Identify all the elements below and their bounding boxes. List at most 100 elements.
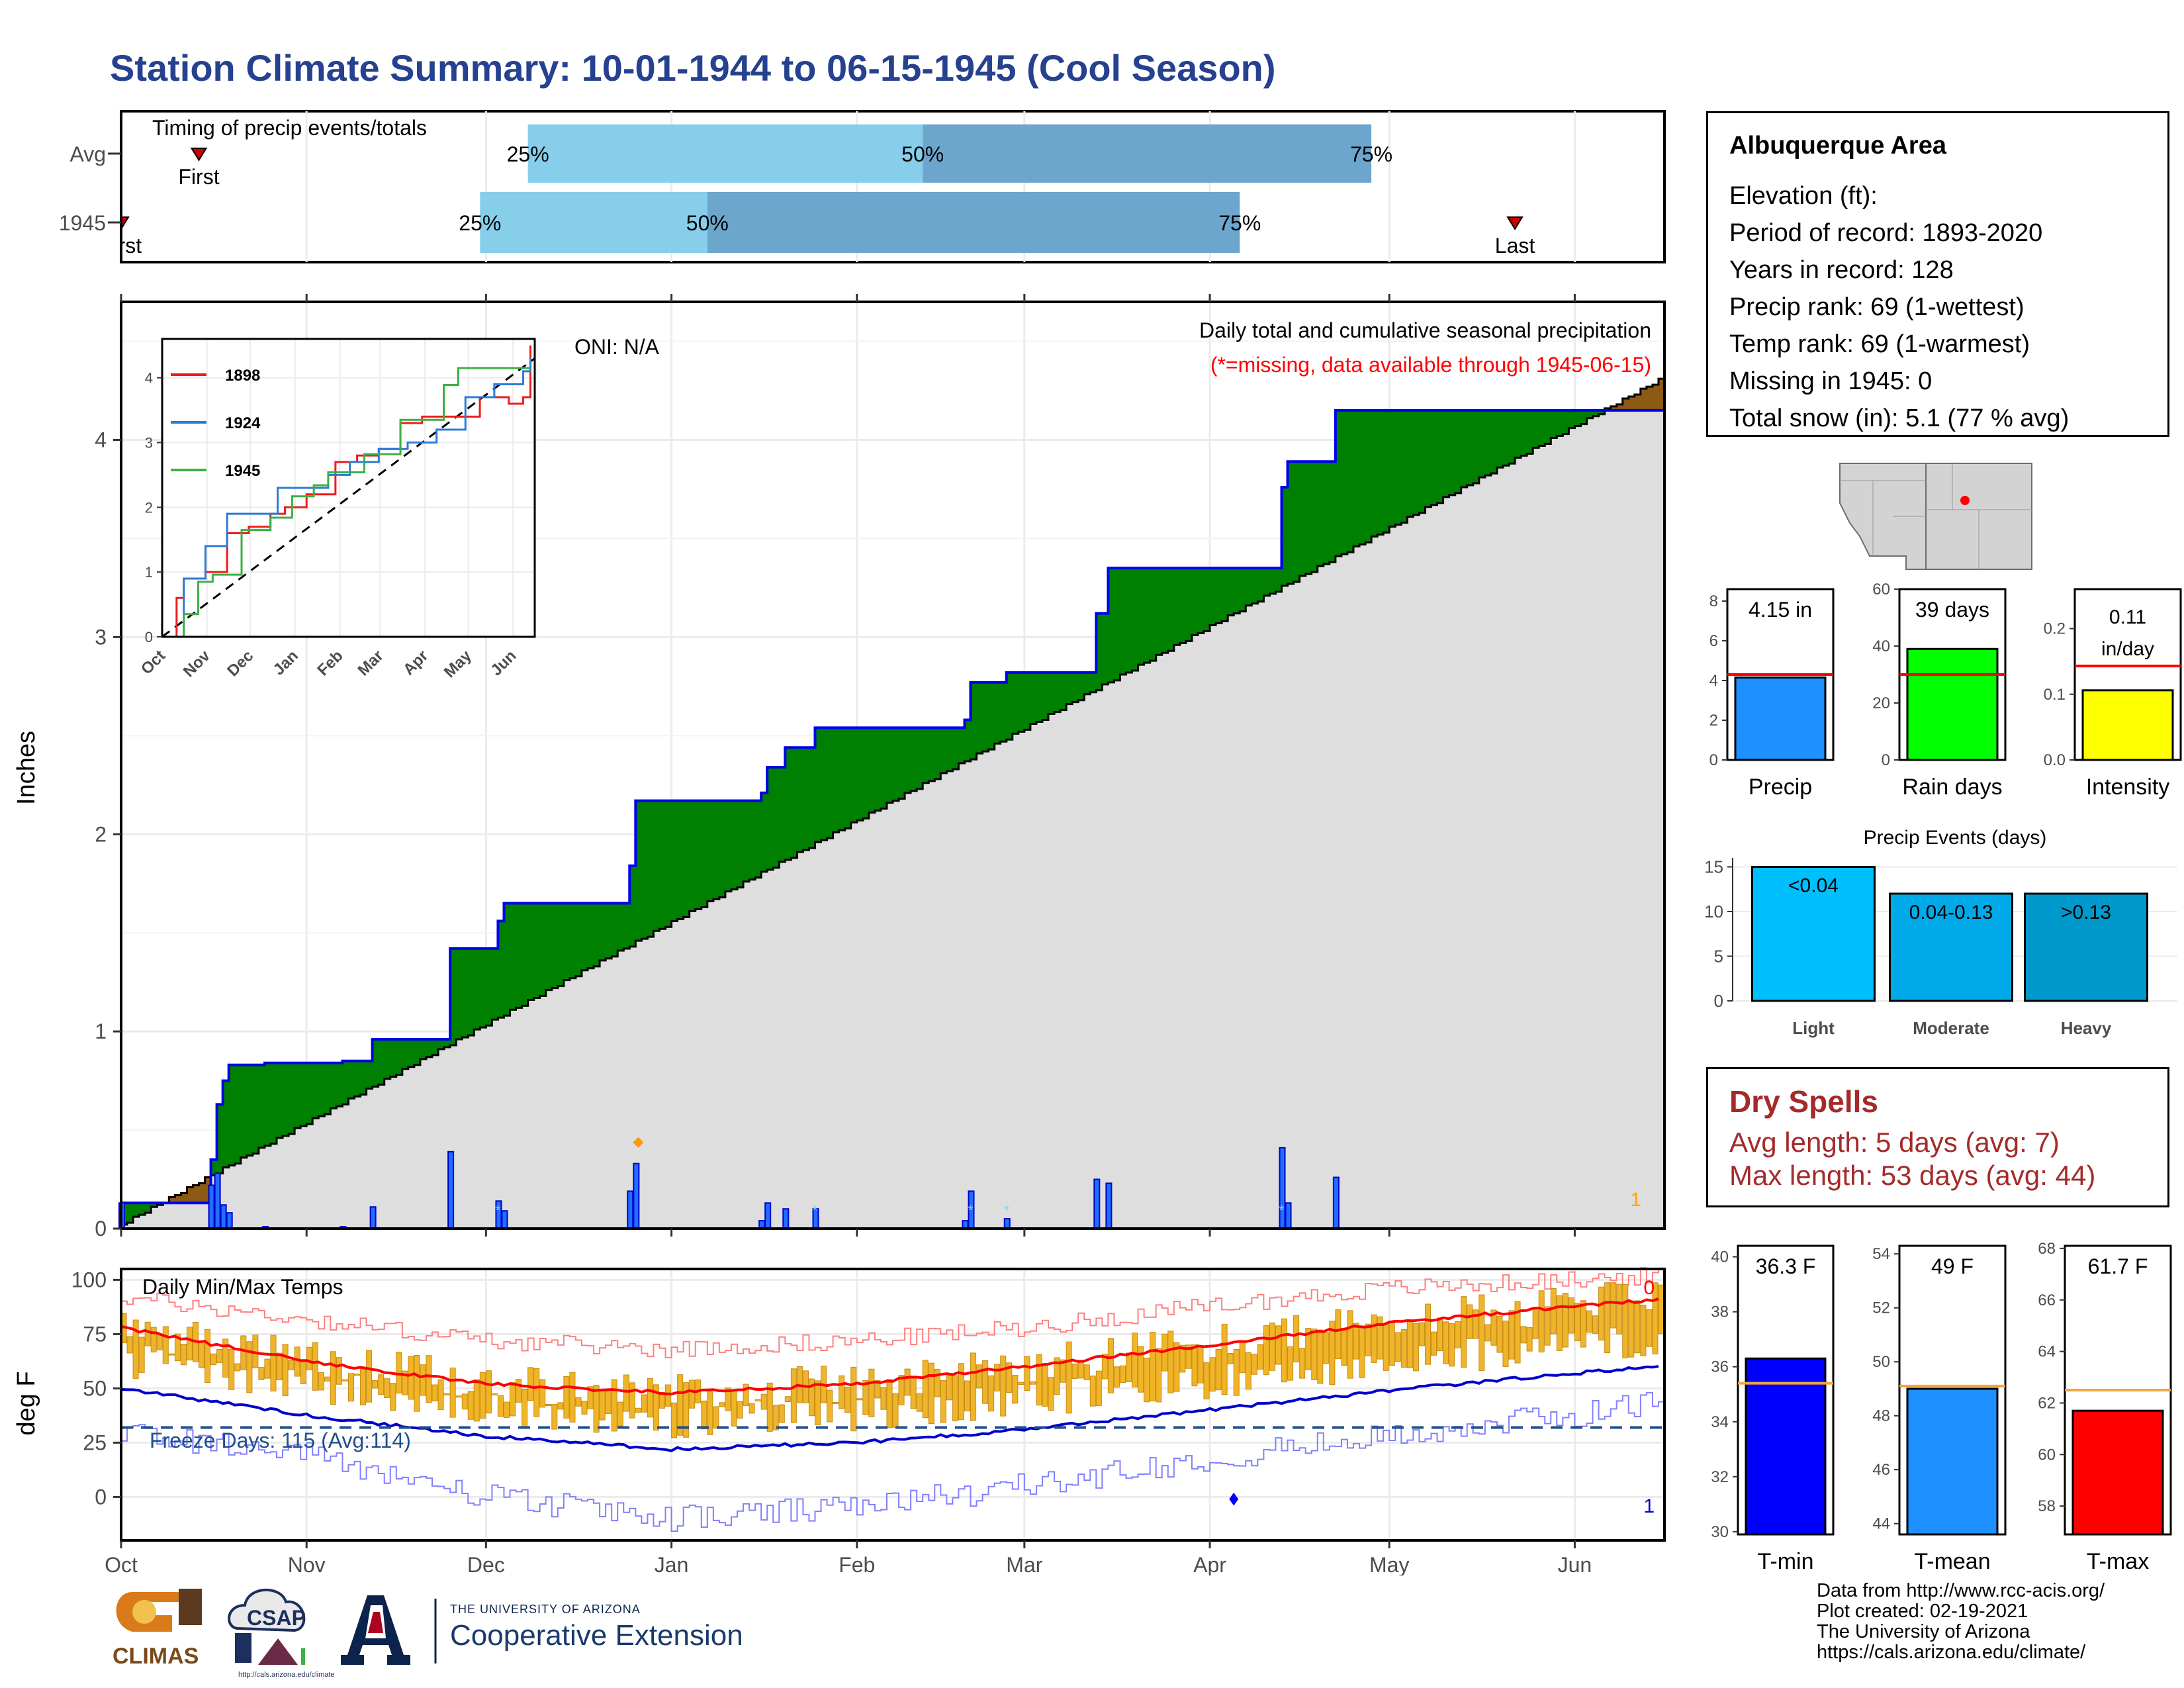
x-month-label: Apr	[1193, 1553, 1226, 1575]
temp-y-tick-label: 75	[83, 1322, 107, 1346]
above-normal-fill	[594, 903, 600, 966]
x-month-label: Dec	[467, 1553, 505, 1575]
daily-temp-bar	[426, 1355, 432, 1403]
normal-fill	[1401, 522, 1408, 1229]
above-normal-fill	[923, 727, 929, 783]
above-normal-fill	[1173, 568, 1181, 645]
above-normal-fill	[557, 903, 565, 986]
daily-temp-bar	[1126, 1352, 1132, 1382]
normal-fill	[839, 830, 846, 1229]
above-normal-fill	[324, 1062, 331, 1115]
mini-y-tick-label: 50	[1872, 1353, 1890, 1371]
normal-fill	[594, 966, 600, 1229]
normal-fill	[940, 773, 947, 1229]
event-category-label: Heavy	[2061, 1018, 2112, 1038]
above-normal-fill	[1102, 613, 1109, 684]
daily-temp-bar	[886, 1379, 893, 1429]
event-bar-label: 0.04-0.13	[1909, 902, 1993, 923]
above-normal-fill	[480, 949, 486, 1028]
daily-temp-bar	[1538, 1290, 1545, 1353]
normal-fill	[1425, 506, 1432, 1229]
daily-temp-bar	[994, 1364, 1001, 1391]
normal-fill	[1646, 410, 1653, 1229]
inset-y-tick-label: 1	[145, 564, 153, 581]
normal-fill	[911, 790, 917, 1229]
daily-precip-bar	[208, 1184, 215, 1230]
event-bar-label: <0.04	[1788, 875, 1839, 897]
normal-fill	[1604, 410, 1612, 1229]
normal-fill	[868, 812, 876, 1229]
normal-fill	[1287, 583, 1295, 1229]
csap-url: http://cals.arizona.edu/climate	[238, 1671, 335, 1679]
normal-fill	[289, 1134, 295, 1229]
daily-temp-bar	[1383, 1324, 1389, 1371]
daily-temp-bar	[611, 1379, 617, 1432]
normal-fill	[1479, 477, 1486, 1229]
x-month-label: Jan	[655, 1553, 689, 1575]
normal-fill	[809, 848, 816, 1229]
above-normal-fill	[665, 800, 672, 927]
daily-temp-bar	[623, 1374, 629, 1412]
above-normal-fill	[917, 727, 923, 789]
daily-temp-bar	[1347, 1310, 1353, 1379]
normal-fill	[1563, 434, 1569, 1229]
above-normal-fill	[396, 1039, 403, 1075]
daily-temp-bar	[1024, 1356, 1030, 1391]
above-normal-fill	[1257, 568, 1265, 602]
daily-temp-bar	[449, 1367, 456, 1418]
period-of-record: Period of record: 1893-2020	[1729, 219, 2043, 247]
normal-fill	[929, 780, 935, 1229]
daily-temp-bar	[414, 1355, 420, 1412]
total-snow: Total snow (in): 5.1 (77 % avg)	[1729, 404, 2070, 432]
daily-temp-bar	[186, 1327, 193, 1361]
above-normal-fill	[1508, 410, 1516, 464]
above-normal-fill	[707, 800, 714, 902]
daily-temp-bar	[689, 1380, 696, 1409]
daily-temp-bar	[1514, 1301, 1521, 1364]
daily-temp-bar	[497, 1395, 504, 1417]
normal-fill	[1353, 546, 1360, 1229]
above-normal-fill	[1443, 410, 1450, 497]
normal-fill	[880, 808, 887, 1229]
daily-temp-bar	[647, 1378, 653, 1418]
normal-fill	[193, 1203, 200, 1229]
daily-temp-bar	[527, 1367, 534, 1401]
above-normal-fill	[1580, 410, 1588, 424]
above-normal-fill	[504, 903, 511, 1016]
normal-fill	[390, 1076, 397, 1229]
above-normal-fill	[1365, 410, 1372, 543]
university-of-arizona-logo	[341, 1595, 437, 1665]
above-normal-fill	[1078, 673, 1085, 700]
normal-fill	[1359, 544, 1366, 1229]
normal-fill	[1275, 591, 1283, 1229]
normal-fill	[988, 749, 995, 1229]
normal-fill	[1545, 444, 1551, 1229]
above-normal-fill	[1419, 410, 1426, 513]
normal-fill	[372, 1086, 379, 1229]
temp-y-tick-label: 50	[83, 1376, 107, 1400]
above-normal-fill	[1072, 673, 1079, 702]
normal-fill	[1640, 410, 1647, 1229]
daily-temp-bar	[731, 1389, 737, 1427]
above-normal-fill	[366, 1060, 373, 1089]
above-normal-fill	[797, 747, 804, 853]
above-normal-fill	[1275, 568, 1283, 592]
event-category-label: Moderate	[1913, 1018, 1989, 1038]
daily-temp-bar	[312, 1342, 318, 1391]
above-normal-fill	[1527, 410, 1533, 454]
daily-temp-bar	[150, 1327, 157, 1353]
mini-axis-label: Rain days	[1902, 774, 2002, 800]
normal-fill	[1060, 710, 1067, 1229]
above-normal-fill	[1377, 410, 1384, 535]
above-normal-fill	[755, 800, 762, 878]
temp-y-tick-label: 100	[71, 1268, 107, 1291]
daily-temp-bar	[1335, 1309, 1342, 1360]
main-y-tick-label: 2	[95, 822, 107, 846]
daily-temp-bar	[1394, 1332, 1401, 1362]
credit-institution: The University of Arizona	[1817, 1621, 2030, 1642]
below-normal-fill	[1640, 389, 1647, 410]
daily-temp-bar	[378, 1374, 385, 1395]
daily-temp-bar	[300, 1360, 306, 1384]
normal-fill	[1216, 623, 1222, 1229]
above-normal-fill	[1484, 410, 1492, 476]
